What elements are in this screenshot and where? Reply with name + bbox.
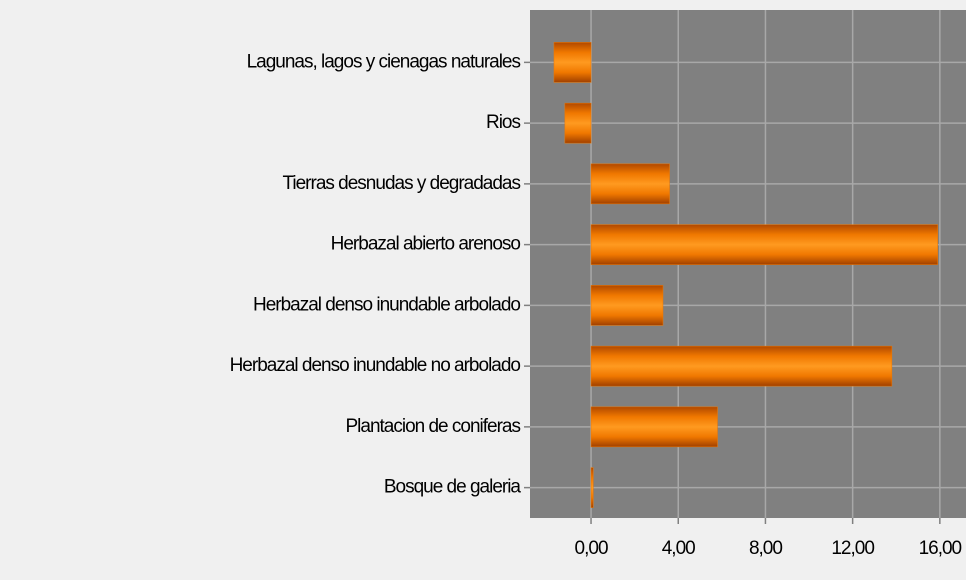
x-tick-label: 0,00 <box>575 538 608 559</box>
bar <box>590 406 718 448</box>
y-tick-label: Lagunas, lagos y cienagas naturales <box>247 51 521 72</box>
x-tick-label: 16,00 <box>919 538 962 559</box>
bar <box>564 102 592 144</box>
bar <box>590 345 893 387</box>
bar <box>553 42 592 83</box>
x-tick-label: 12,00 <box>831 538 874 559</box>
x-tick-label: 8,00 <box>749 538 782 559</box>
bar <box>590 224 938 265</box>
bar <box>590 467 594 508</box>
y-tick-label: Herbazal abierto arenoso <box>331 234 521 255</box>
x-tick-label: 4,00 <box>662 538 695 559</box>
y-tick-label: Herbazal denso inundable no arbolado <box>230 355 521 376</box>
y-tick-label: Plantacion de coniferas <box>345 416 520 437</box>
bar <box>590 163 670 205</box>
y-tick-label: Herbazal denso inundable arbolado <box>253 294 520 315</box>
y-tick-label: Bosque de galeria <box>384 477 522 498</box>
y-tick-label: Tierras desnudas y degradadas <box>282 173 520 194</box>
bar <box>590 285 664 326</box>
y-tick-label: Rios <box>486 112 521 133</box>
